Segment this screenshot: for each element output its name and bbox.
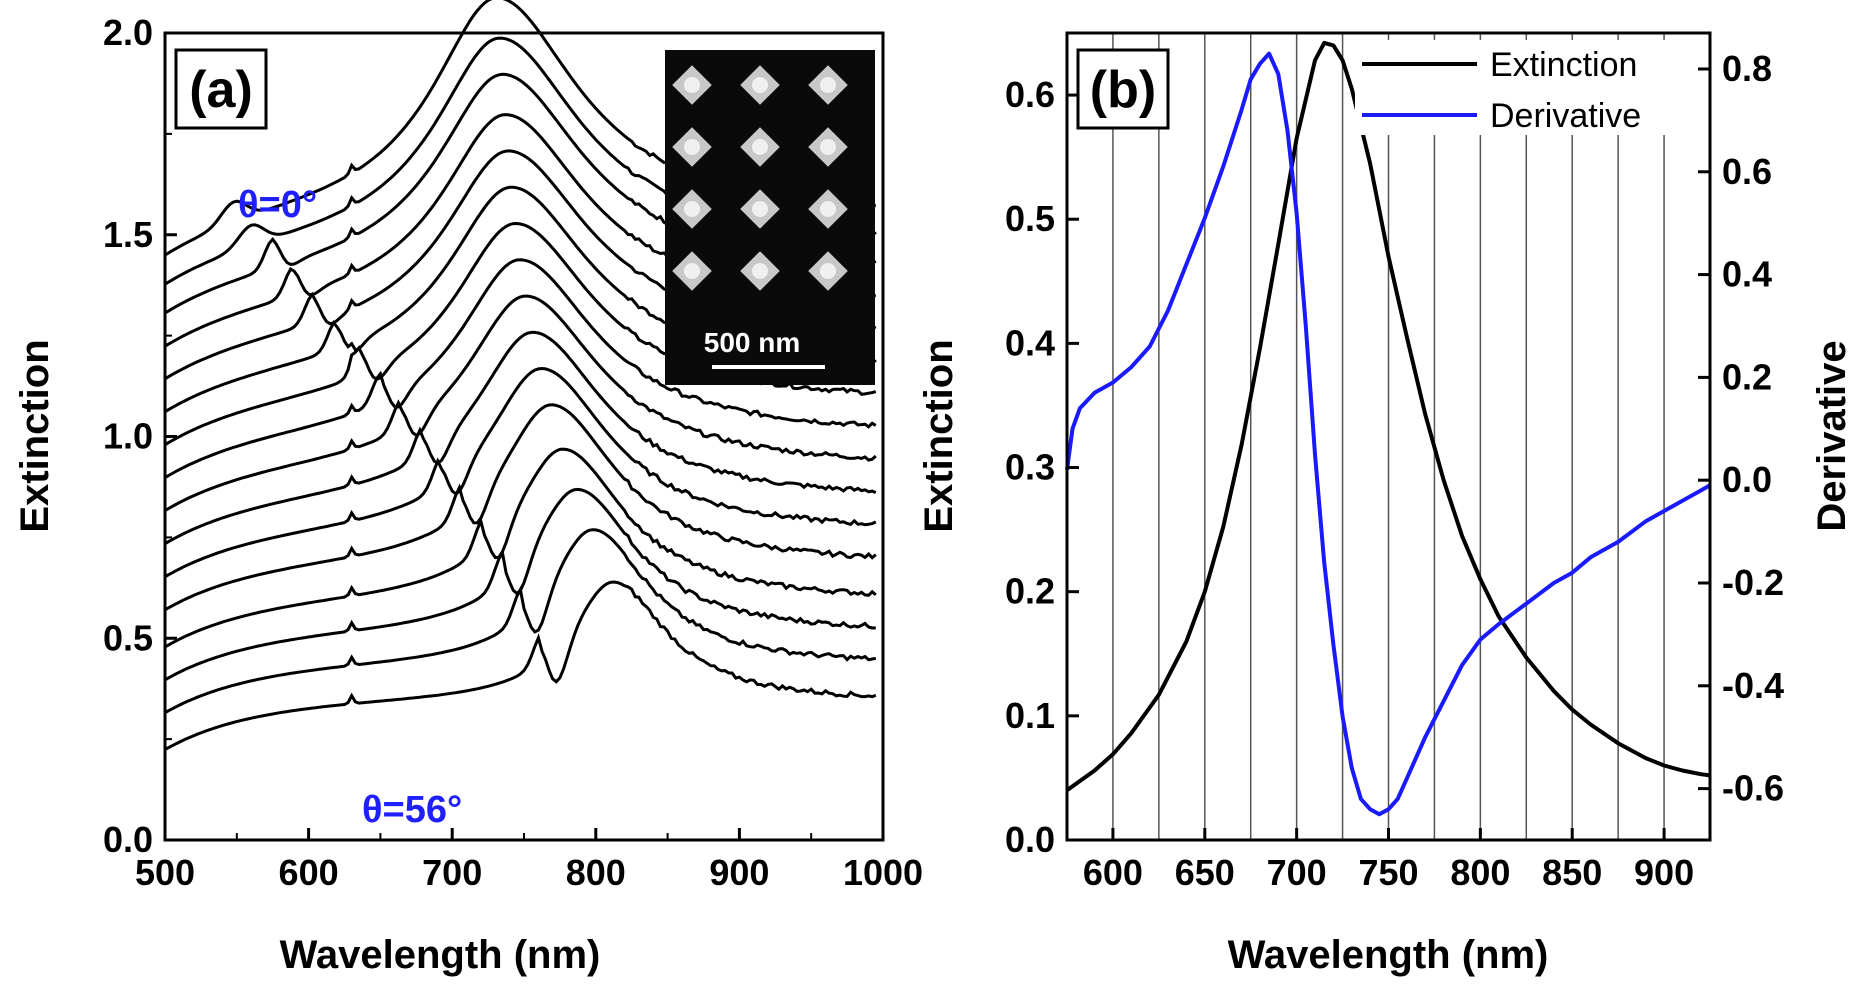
panel-b-y-tick-label: 0.3: [1005, 447, 1055, 488]
inset-particle-highlight: [820, 77, 836, 93]
extinction-curve: [164, 294, 877, 512]
extinction-curve: [164, 366, 877, 579]
inset-particle-highlight: [752, 77, 768, 93]
panel-a-ticks: 500 600 700 800 900 1000 0.0 0.5 1.0 1.5 2.0: [103, 12, 923, 893]
panel-b-label: (b): [1090, 61, 1156, 119]
panel-b-y2-axis-title: Derivative: [1810, 340, 1854, 531]
panel-b-label-box: [1076, 48, 1170, 130]
inset-scale-label: 500 nm: [704, 327, 801, 358]
panel-b-x-axis-title: Wavelength (nm): [1228, 933, 1549, 977]
inset-particle-highlight: [684, 201, 700, 217]
inset-particle-highlight: [752, 263, 768, 279]
panel-a-x-tick-label: 500: [135, 852, 195, 893]
panel-b: (b) Extinction Derivative 600 650 700 750 80…: [917, 31, 1854, 977]
extinction-curve: [164, 258, 877, 479]
panel-a-y-tick-label: 1.5: [103, 214, 153, 255]
panel-b-x-tick-label: 750: [1358, 852, 1418, 893]
panel-a-y-tick-label: 1.0: [103, 416, 153, 457]
inset-particle-highlight: [684, 139, 700, 155]
panel-b-x-tick-label: 900: [1634, 852, 1694, 893]
panel-a-x-tick-label: 900: [709, 852, 769, 893]
panel-b-y-tick-label: 0.6: [1005, 74, 1055, 115]
panel-b-y2-tick-label: 0.4: [1722, 254, 1772, 295]
panel-b-y2-tick-label: -0.6: [1722, 768, 1784, 809]
panel-a-y-tick-label: 0.5: [103, 617, 153, 658]
extinction-curve: [164, 330, 877, 545]
extinction-curve: [164, 403, 877, 612]
angle-annotation-bottom: θ=56°: [362, 789, 462, 831]
panel-b-y-tick-label: 0.4: [1005, 322, 1055, 363]
panel-a-curves: [164, 0, 877, 751]
panel-b-ticks: 600 650 700 750 800 850 900 0.0 0.1 0.2 0.3 0.4 0.5 0…: [1005, 48, 1784, 893]
panel-b-y-axis-title: Extinction: [917, 339, 961, 532]
panel-b-y-tick-label: 0.1: [1005, 695, 1055, 736]
panel-b-y2-tick-label: -0.4: [1722, 665, 1784, 706]
panel-b-x-tick-label: 800: [1450, 852, 1510, 893]
inset-particles: [672, 65, 848, 291]
inset-particle-highlight: [752, 139, 768, 155]
panel-b-x-tick-label: 600: [1083, 852, 1143, 893]
panel-a-x-axis-title: Wavelength (nm): [280, 933, 601, 977]
panel-b-y2-tick-label: 0.2: [1722, 356, 1772, 397]
panel-b-curves: [1065, 40, 1711, 817]
panel-b-y2-tick-label: 0.6: [1722, 151, 1772, 192]
legend-background: [1355, 40, 1695, 135]
panel-a-label: (a): [189, 61, 253, 119]
panel-a-y-axis-title: Extinction: [13, 339, 57, 532]
panel-b-y-tick-label: 0.2: [1005, 571, 1055, 612]
panel-a-y-tick-label: 2.0: [103, 12, 153, 53]
panel-a-x-tick-label: 600: [279, 852, 339, 893]
panel-a-x-tick-label: 800: [566, 852, 626, 893]
inset-particle-highlight: [820, 139, 836, 155]
panel-b-y-tick-label: 0.0: [1005, 819, 1055, 860]
sem-inset-image: 500 nm: [665, 50, 875, 385]
angle-annotation-top: θ=0°: [238, 184, 317, 226]
legend-derivative-label: Derivative: [1490, 97, 1641, 135]
derivative-curve: [1065, 51, 1711, 817]
extinction-curve: [164, 580, 877, 751]
panel-b-y2-tick-label: 0.8: [1722, 48, 1772, 89]
panel-a-x-tick-label: 700: [422, 852, 482, 893]
inset-particle-highlight: [684, 263, 700, 279]
panel-b-y2-tick-label: -0.2: [1722, 562, 1784, 603]
panel-a-x-tick-label: 1000: [843, 852, 923, 893]
extinction-curve: [1065, 40, 1711, 792]
panel-a-label-box: [174, 48, 268, 130]
inset-particle-highlight: [752, 201, 768, 217]
inset-particle-highlight: [820, 201, 836, 217]
panel-b-x-tick-label: 850: [1542, 852, 1602, 893]
panel-b-x-tick-label: 650: [1175, 852, 1235, 893]
panel-b-x-tick-label: 700: [1267, 852, 1327, 893]
panel-a: 500 nm (a) θ=0° θ=56° 500 600 700 800 900 100…: [13, 0, 923, 977]
panel-b-gridlines: [1112, 33, 1665, 840]
extinction-curve: [164, 528, 877, 715]
legend-extinction-label: Extinction: [1490, 46, 1637, 84]
panel-a-y-tick-label: 0.0: [103, 819, 153, 860]
inset-particle-highlight: [684, 77, 700, 93]
panel-b-y2-tick-label: 0.0: [1722, 459, 1772, 500]
panel-b-y-tick-label: 0.5: [1005, 198, 1055, 239]
inset-particle-highlight: [820, 263, 836, 279]
legend: Extinction Derivative: [1355, 40, 1695, 135]
extinction-curve: [164, 447, 877, 649]
